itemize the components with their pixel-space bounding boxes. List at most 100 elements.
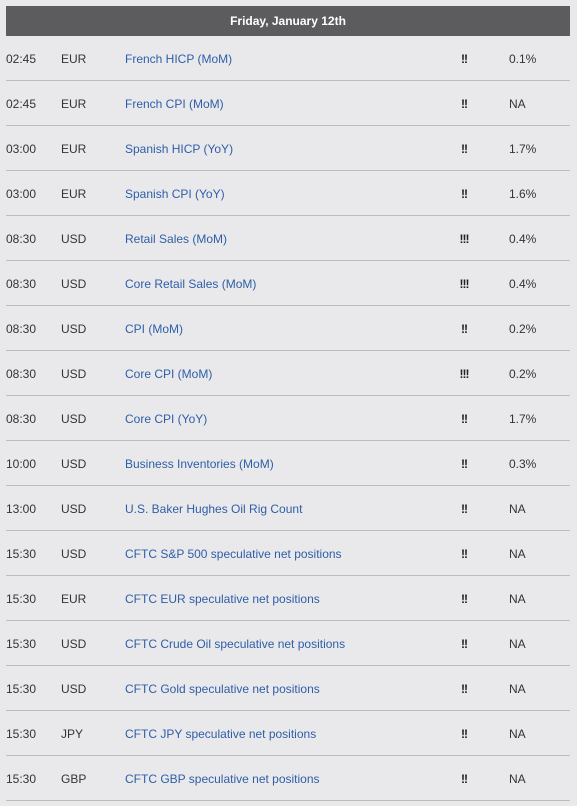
event-currency: USD — [61, 322, 87, 336]
impact-indicator: !! — [461, 457, 468, 471]
event-actual-value: 0.3% — [509, 457, 537, 471]
event-actual-value: 0.2% — [509, 367, 537, 381]
impact-indicator: !! — [461, 547, 468, 561]
event-row: 08:30 USD Core CPI (MoM)!!! 0.2% — [6, 351, 570, 396]
event-row: 08:30 USD Core Retail Sales (MoM)!!! 0.4% — [6, 261, 570, 306]
event-name-link[interactable]: CFTC GBP speculative net positions — [125, 772, 320, 786]
event-name-link[interactable]: CFTC S&P 500 speculative net positions — [125, 547, 342, 561]
event-time: 02:45 — [6, 97, 37, 111]
impact-indicator: !! — [461, 322, 468, 336]
event-time: 08:30 — [6, 367, 37, 381]
date-header: Friday, January 12th — [6, 6, 570, 36]
event-list: 02:45 EUR French HICP (MoM)!! 0.1% 02:45 EUR F… — [6, 36, 570, 801]
event-time: 08:30 — [6, 232, 37, 246]
event-actual-value: 0.2% — [509, 322, 537, 336]
event-row: 03:00 EUR Spanish CPI (YoY)!! 1.6% — [6, 171, 570, 216]
event-row: 02:45 EUR French HICP (MoM)!! 0.1% — [6, 36, 570, 81]
event-row: 13:00 USD U.S. Baker Hughes Oil Rig Count!… — [6, 486, 570, 531]
event-actual-value: NA — [509, 772, 526, 786]
impact-indicator: !! — [461, 52, 468, 66]
event-row: 08:30 USD Retail Sales (MoM)!!! 0.4% — [6, 216, 570, 261]
event-row: 10:00 USD Business Inventories (MoM)!! 0.3% — [6, 441, 570, 486]
event-actual-value: NA — [509, 592, 526, 606]
event-row: 15:30 USD CFTC Crude Oil speculative net p… — [6, 621, 570, 666]
event-currency: USD — [61, 277, 87, 291]
impact-indicator: !! — [461, 682, 468, 696]
event-actual-value: 0.4% — [509, 232, 537, 246]
event-name-link[interactable]: CPI (MoM) — [125, 322, 183, 336]
date-header-label: Friday, January 12th — [230, 14, 346, 28]
event-time: 03:00 — [6, 142, 37, 156]
event-name-link[interactable]: Spanish CPI (YoY) — [125, 187, 225, 201]
event-time: 15:30 — [6, 547, 37, 561]
impact-indicator: !!! — [459, 277, 470, 291]
impact-indicator: !! — [461, 772, 468, 786]
event-name-link[interactable]: Retail Sales (MoM) — [125, 232, 228, 246]
event-currency: USD — [61, 457, 87, 471]
event-name-link[interactable]: CFTC Crude Oil speculative net positions — [125, 637, 346, 651]
impact-indicator: !! — [461, 187, 468, 201]
event-currency: USD — [61, 682, 87, 696]
event-name-link[interactable]: CFTC Gold speculative net positions — [125, 682, 320, 696]
event-row: 02:45 EUR French CPI (MoM)!! NA — [6, 81, 570, 126]
event-row: 15:30 GBP CFTC GBP speculative net positio… — [6, 756, 570, 801]
event-actual-value: NA — [509, 547, 526, 561]
event-time: 03:00 — [6, 187, 37, 201]
impact-indicator: !! — [461, 637, 468, 651]
event-actual-value: NA — [509, 97, 526, 111]
event-actual-value: 1.7% — [509, 142, 537, 156]
event-row: 03:00 EUR Spanish HICP (YoY)!! 1.7% — [6, 126, 570, 171]
impact-indicator: !! — [461, 502, 468, 516]
economic-calendar: Friday, January 12th 02:45 EUR French HICP… — [6, 6, 570, 801]
event-row: 15:30 JPY CFTC JPY speculative net positio… — [6, 711, 570, 756]
event-name-link[interactable]: Core CPI (YoY) — [125, 412, 208, 426]
event-actual-value: NA — [509, 682, 526, 696]
event-actual-value: NA — [509, 502, 526, 516]
event-time: 02:45 — [6, 52, 37, 66]
event-name-link[interactable]: Spanish HICP (YoY) — [125, 142, 234, 156]
event-currency: JPY — [61, 727, 84, 741]
impact-indicator: !! — [461, 727, 468, 741]
event-name-link[interactable]: Business Inventories (MoM) — [125, 457, 274, 471]
event-name-link[interactable]: French HICP (MoM) — [125, 52, 233, 66]
event-name-link[interactable]: CFTC JPY speculative net positions — [125, 727, 317, 741]
event-actual-value: NA — [509, 637, 526, 651]
event-currency: USD — [61, 367, 87, 381]
event-currency: GBP — [61, 772, 87, 786]
event-currency: EUR — [61, 142, 87, 156]
event-time: 08:30 — [6, 322, 37, 336]
event-name-link[interactable]: U.S. Baker Hughes Oil Rig Count — [125, 502, 303, 516]
event-time: 15:30 — [6, 772, 37, 786]
event-time: 15:30 — [6, 727, 37, 741]
event-time: 10:00 — [6, 457, 37, 471]
event-actual-value: NA — [509, 727, 526, 741]
impact-indicator: !! — [461, 412, 468, 426]
event-time: 08:30 — [6, 277, 37, 291]
event-actual-value: 1.6% — [509, 187, 537, 201]
event-time: 15:30 — [6, 592, 37, 606]
event-currency: EUR — [61, 52, 87, 66]
event-currency: EUR — [61, 187, 87, 201]
impact-indicator: !! — [461, 97, 468, 111]
event-row: 15:30 USD CFTC S&P 500 speculative net pos… — [6, 531, 570, 576]
event-row: 15:30 USD CFTC Gold speculative net positi… — [6, 666, 570, 711]
event-actual-value: 1.7% — [509, 412, 537, 426]
event-currency: EUR — [61, 592, 87, 606]
event-time: 08:30 — [6, 412, 37, 426]
impact-indicator: !!! — [459, 367, 470, 381]
impact-indicator: !!! — [459, 232, 470, 246]
event-name-link[interactable]: Core Retail Sales (MoM) — [125, 277, 257, 291]
impact-indicator: !! — [461, 592, 468, 606]
event-currency: USD — [61, 637, 87, 651]
event-name-link[interactable]: Core CPI (MoM) — [125, 367, 213, 381]
event-name-link[interactable]: CFTC EUR speculative net positions — [125, 592, 320, 606]
event-currency: USD — [61, 547, 87, 561]
event-row: 15:30 EUR CFTC EUR speculative net positio… — [6, 576, 570, 621]
event-currency: USD — [61, 412, 87, 426]
event-actual-value: 0.4% — [509, 277, 537, 291]
event-currency: USD — [61, 232, 87, 246]
event-name-link[interactable]: French CPI (MoM) — [125, 97, 224, 111]
event-time: 15:30 — [6, 682, 37, 696]
impact-indicator: !! — [461, 142, 468, 156]
event-time: 15:30 — [6, 637, 37, 651]
